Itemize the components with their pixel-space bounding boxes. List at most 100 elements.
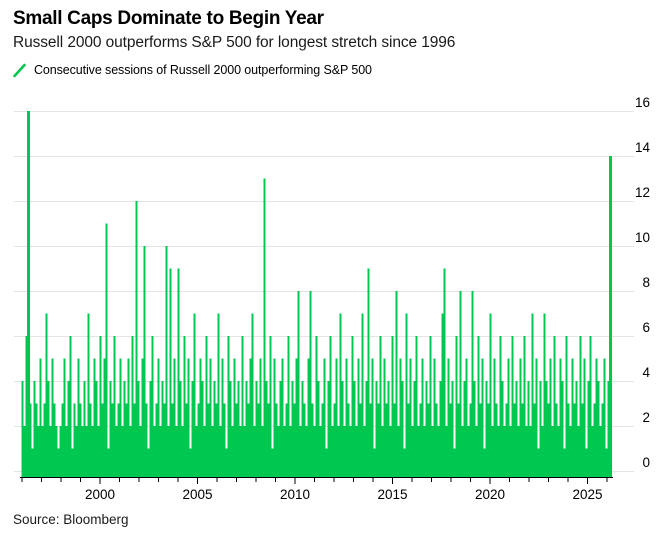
streak-bar [489,313,492,477]
streak-bar [99,336,102,477]
streak-bar [275,403,278,477]
streak-bar [315,336,318,477]
streak-bar [175,426,178,477]
streak-bar [277,426,280,477]
streak-bar [105,223,108,477]
streak-bar [33,381,36,477]
streak-bar [125,403,128,477]
streak-bar [573,403,576,477]
streak-bar [61,403,64,477]
streak-bar [117,403,120,477]
streak-bar [441,313,444,477]
streak-bar [335,358,338,477]
streak-bar [563,448,566,477]
streak-bar [167,426,170,477]
streak-bar [51,358,54,477]
streak-bar [557,426,560,477]
streak-bar [85,426,88,477]
streak-bar [345,358,348,477]
streak-bar [171,403,174,477]
streak-bar [425,381,428,477]
streak-bar [497,426,500,477]
streak-bar [199,358,202,477]
streak-bar [233,358,236,477]
streak-bar [483,448,486,477]
streak-bar [69,336,72,477]
streak-bar [295,358,298,477]
streak-bar [457,403,460,477]
streak-bar [211,426,214,477]
streak-bar [499,336,502,477]
streak-bar [213,381,216,477]
streak-bar [467,426,470,477]
streak-bar [113,336,116,477]
streak-bar [405,313,408,477]
streak-bar [121,426,124,477]
streak-bar [283,426,286,477]
streak-bar [227,336,230,477]
streak-bar [443,268,446,477]
streak-bar [409,358,412,477]
streak-bar [417,426,420,477]
streak-bar [325,448,328,477]
streak-bar [449,403,452,477]
streak-bar [469,403,472,477]
streak-bar [339,313,342,477]
streak-bar [321,403,324,477]
streak-bar [503,426,506,477]
streak-bar [259,358,262,477]
streak-bar [155,403,158,477]
streak-bar [173,358,176,477]
x-axis [20,477,613,484]
streak-bar [107,448,110,477]
streak-bar [593,403,596,477]
y-tick-label: 16 [635,95,650,110]
streak-bar [397,426,400,477]
streak-bar [45,313,48,477]
streak-bar [455,336,458,477]
streak-bar [263,178,266,477]
y-tick-label: 14 [635,140,651,155]
streak-bar [273,358,276,477]
streak-bar [59,426,62,477]
streak-bar [401,381,404,477]
streak-bar [547,403,550,477]
streak-bar [451,381,454,477]
streak-bar [297,291,300,477]
streak-bar [193,313,196,477]
streak-bar [383,358,386,477]
streak-bar [539,381,542,477]
streak-bar [183,336,186,477]
streak-bar [403,448,406,477]
streak-bar [461,426,464,477]
streak-bar [47,381,50,477]
streak-bar [413,381,416,477]
streak-bar [143,246,146,477]
streak-bar [279,381,282,477]
streak-bar [151,336,154,477]
streak-bar [187,358,190,477]
streak-bar [245,381,248,477]
streak-bar [127,358,130,477]
streak-bar [207,403,210,477]
streak-bar [101,403,104,477]
streak-bar [533,403,536,477]
streak-bar [83,381,86,477]
streak-bar [311,403,314,477]
streak-bar [87,313,90,477]
streak-bar [487,403,490,477]
streak-bar [95,381,98,477]
streak-bar [301,381,304,477]
streak-bar [575,381,578,477]
legend-label: Consecutive sessions of Russell 2000 out… [34,63,372,77]
streak-bar [509,426,512,477]
streak-bar [313,426,316,477]
streak-bar [303,403,306,477]
streak-bar [447,358,450,477]
streak-bar [353,381,356,477]
streak-bar [341,381,344,477]
streak-bar [231,426,234,477]
chart-title: Small Caps Dominate to Begin Year [13,8,324,29]
y-tick-label: 0 [642,455,650,470]
streak-bar [181,426,184,477]
